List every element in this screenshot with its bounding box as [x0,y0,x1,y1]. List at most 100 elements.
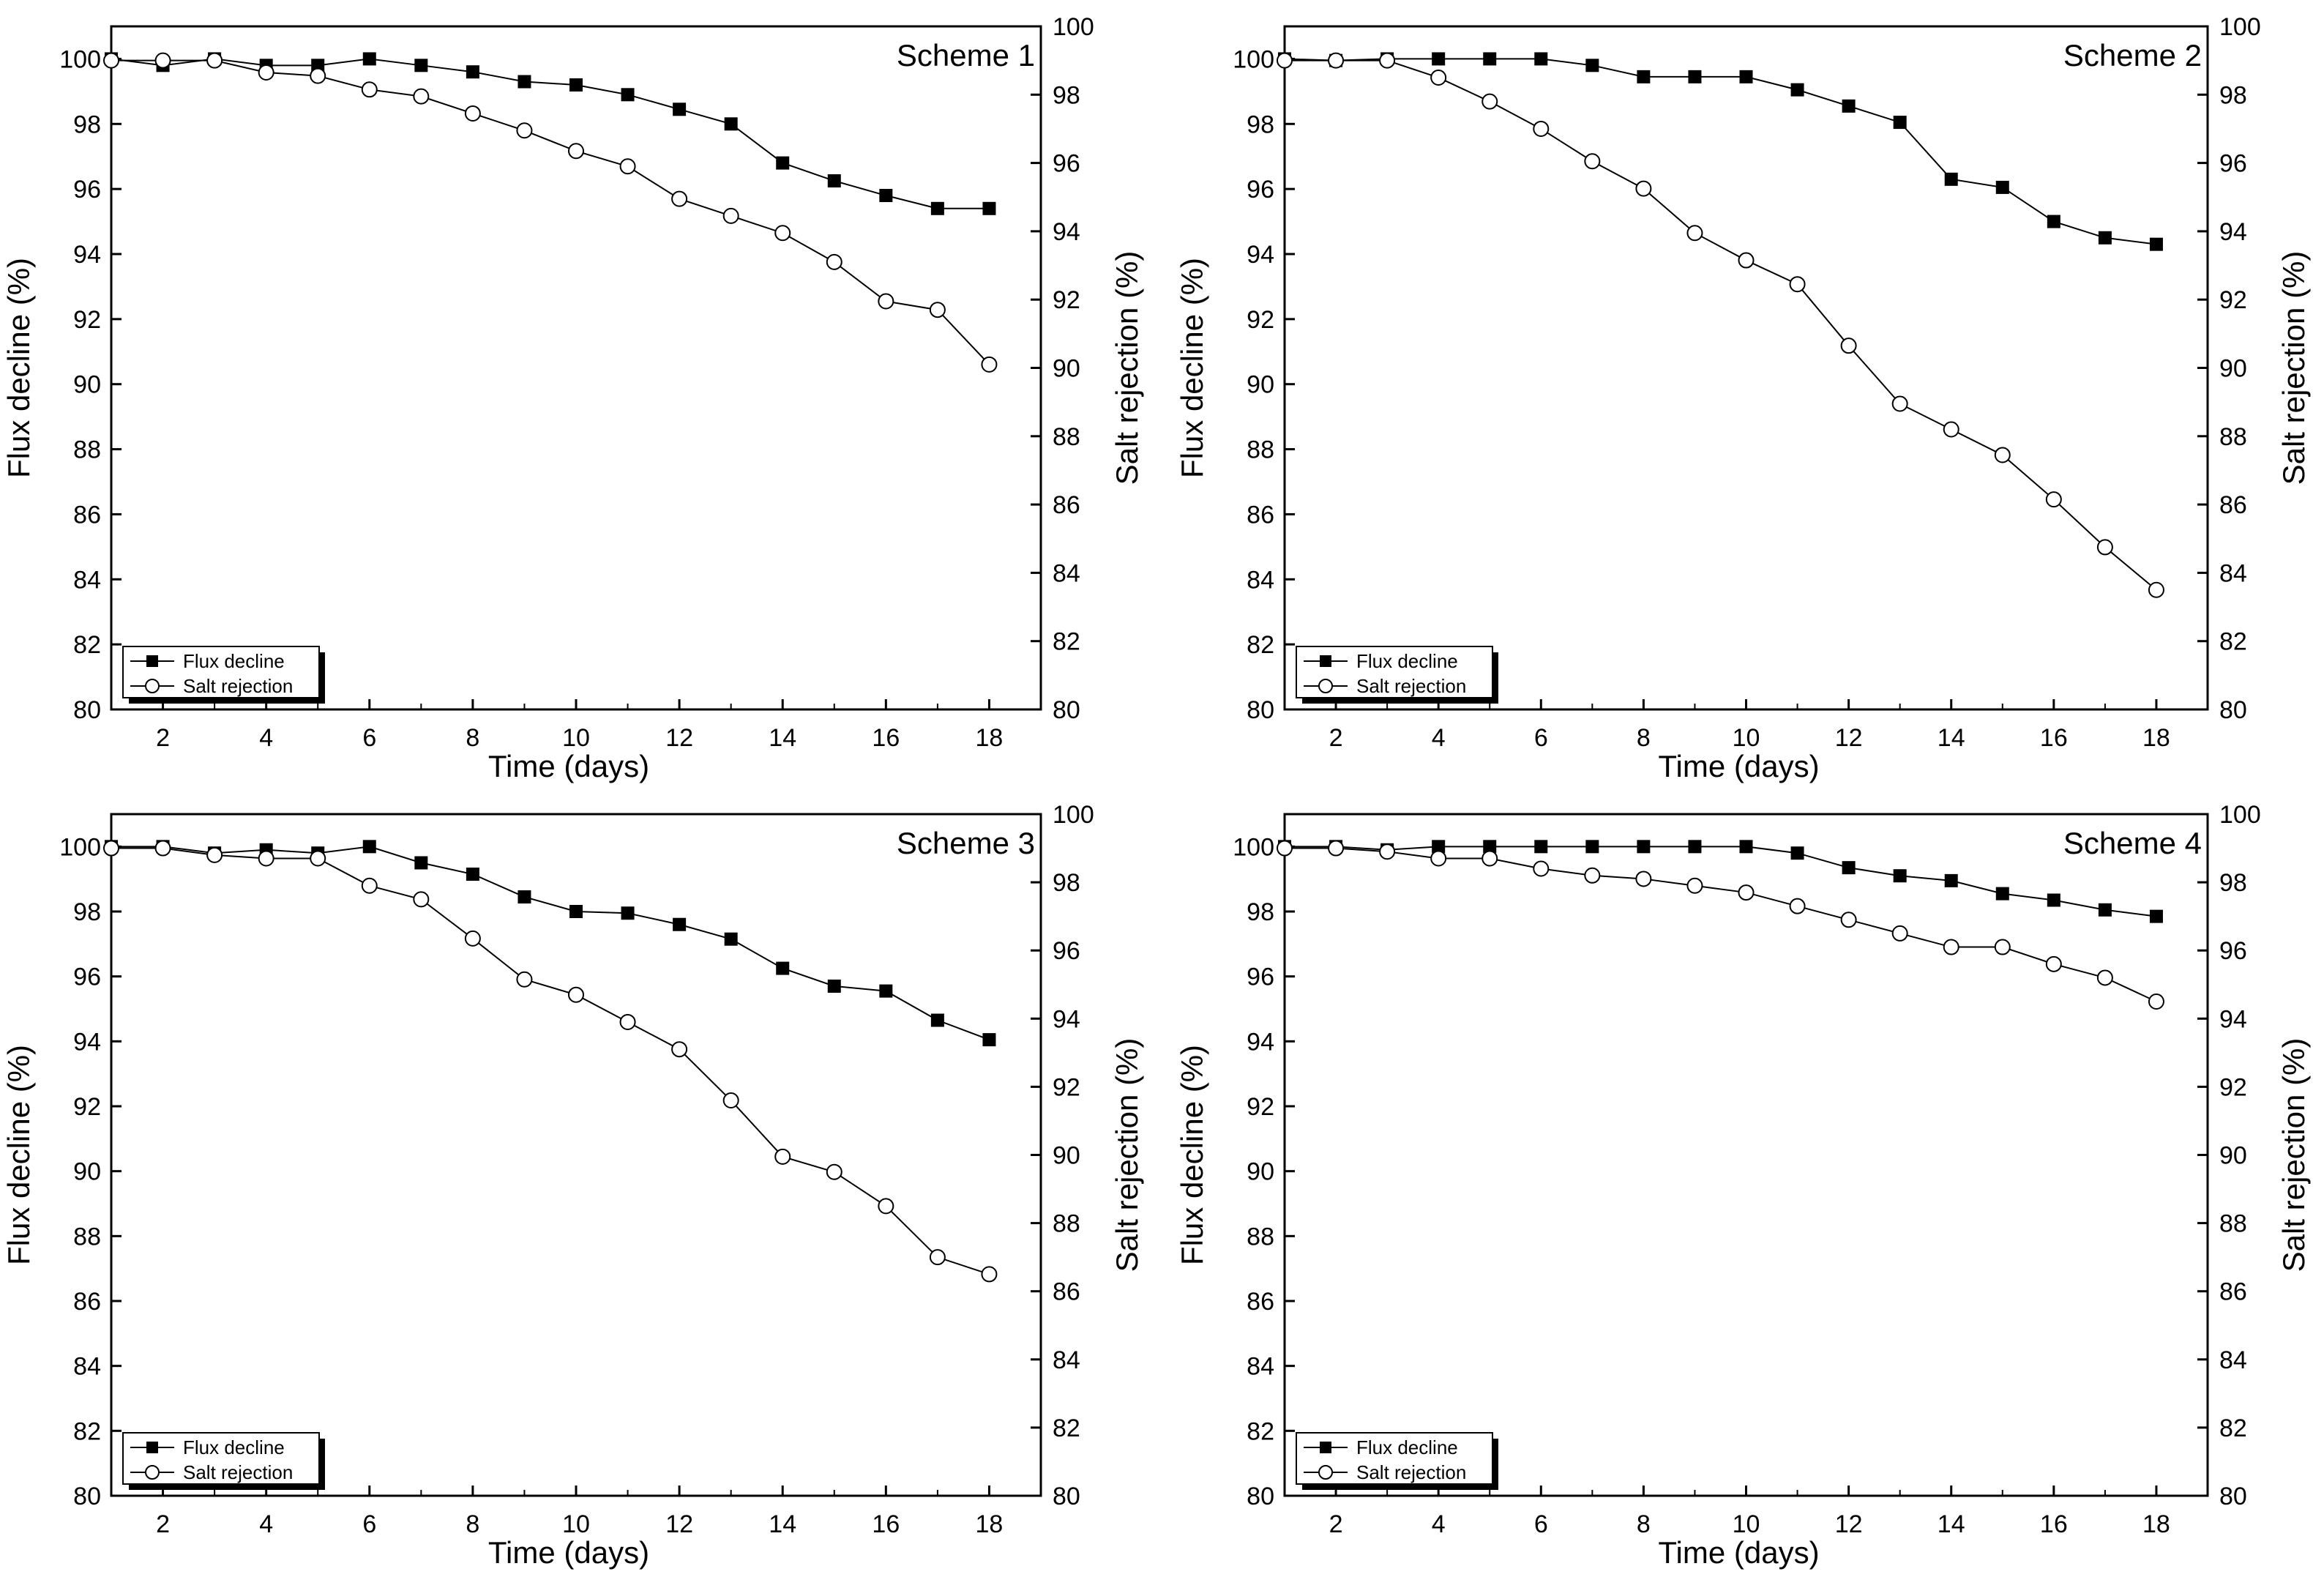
data-point-square [1790,83,1804,97]
y-tick-label: 82 [73,631,101,659]
data-point-circle [568,986,584,1003]
data-point-circle [1533,120,1550,137]
data-point-circle [516,122,533,139]
x-tick-label: 10 [562,1510,590,1538]
data-point-circle [258,850,274,867]
x-tick-label: 10 [1733,1510,1760,1538]
data-point-square [1534,840,1548,854]
data-point-circle [1277,840,1293,857]
data-point-square [1944,172,1958,186]
chart-title: Scheme 3 [897,826,1035,860]
data-point-circle [154,840,171,857]
data-point-circle [1482,850,1498,867]
x-tick-label: 6 [362,1510,376,1538]
legend-label: Salt rejection [1356,675,1466,697]
y2-tick-label: 82 [2219,1414,2247,1442]
y2-tick-label: 96 [2219,937,2247,965]
y2-tick-label: 80 [1053,696,1080,724]
y2-tick-label: 82 [1053,1414,1080,1442]
y-tick-label: 92 [1247,1093,1274,1121]
data-point-circle [1840,338,1857,354]
y2-tick-label: 80 [2219,696,2247,724]
y-tick-label: 88 [73,436,101,464]
data-point-circle [103,840,119,857]
series-line [111,58,990,209]
data-point-square [569,78,583,92]
y-tick-label: 96 [1247,176,1274,204]
y2-tick-label: 84 [2219,559,2247,587]
data-point-circle [1635,180,1652,197]
data-point-circle [1584,153,1601,170]
y-tick-label: 100 [59,833,101,861]
data-point-circle [2045,491,2062,508]
data-point-square [1842,861,1856,875]
legend-marker-square [1320,1442,1331,1453]
y-tick-label: 90 [1247,371,1274,399]
y2-axis-label: Salt rejection (%) [2276,1038,2311,1272]
data-point-square [2098,903,2112,917]
data-point-square [724,117,738,131]
y-tick-label: 86 [1247,1288,1274,1316]
y2-tick-label: 92 [2219,1073,2247,1101]
data-point-square [362,52,376,66]
data-point-circle [722,1092,739,1109]
data-point-square [1585,840,1599,854]
data-point-square [1637,70,1651,83]
data-point-square [1432,52,1446,66]
y2-tick-label: 98 [2219,81,2247,109]
data-point-square [466,868,479,881]
x-tick-label: 16 [872,1510,900,1538]
y-tick-label: 94 [1247,1028,1274,1056]
x-axis-label: Time (days) [488,1535,649,1570]
data-point-square [1688,840,1702,854]
y-tick-label: 86 [73,501,101,529]
series-line [111,59,990,365]
data-point-square [569,905,583,918]
y-tick-label: 84 [73,1353,101,1381]
data-point-circle [671,190,688,207]
x-tick-label: 14 [1938,724,1965,752]
data-point-circle [1533,860,1550,877]
y2-tick-label: 86 [2219,491,2247,519]
y2-tick-label: 90 [1053,355,1080,383]
data-point-circle [1328,52,1345,69]
x-tick-label: 6 [1534,1510,1548,1538]
y2-tick-label: 100 [2219,801,2261,829]
y2-tick-label: 98 [2219,869,2247,897]
data-point-circle [1891,925,1908,942]
y-tick-label: 100 [59,45,101,73]
y-tick-label: 82 [1247,1417,1274,1445]
data-point-circle [361,877,378,894]
data-point-circle [464,930,481,947]
data-point-circle [206,846,223,863]
data-point-square [1995,887,2009,901]
y2-tick-label: 96 [2219,150,2247,178]
x-tick-label: 14 [769,1510,796,1538]
y-tick-label: 86 [1247,501,1274,529]
y-tick-label: 88 [1247,436,1274,464]
data-point-square [827,174,841,188]
y2-tick-label: 94 [2219,218,2247,246]
y2-tick-label: 90 [2219,1142,2247,1170]
x-tick-label: 18 [976,1510,1004,1538]
data-point-circle [774,1148,791,1165]
data-point-square [2047,893,2060,907]
data-point-circle [619,158,636,175]
x-tick-label: 12 [665,724,693,752]
y-tick-label: 84 [1247,566,1274,594]
data-point-circle [1891,395,1908,412]
y2-tick-label: 88 [1053,423,1080,451]
x-tick-label: 14 [769,724,796,752]
y2-tick-label: 94 [1053,1005,1080,1033]
y-tick-label: 80 [1247,696,1274,724]
x-tick-label: 16 [2040,1510,2068,1538]
series-line [1285,846,2157,917]
y2-tick-label: 86 [2219,1278,2247,1306]
legend-marker-circle [145,679,160,693]
series-line [111,847,990,1275]
y-tick-label: 82 [73,1417,101,1445]
y2-axis-label: Salt rejection (%) [1110,1038,1144,1272]
chart-title: Scheme 2 [2063,38,2202,72]
y2-axis-label: Salt rejection (%) [1110,251,1144,485]
y2-tick-label: 80 [1053,1483,1080,1510]
